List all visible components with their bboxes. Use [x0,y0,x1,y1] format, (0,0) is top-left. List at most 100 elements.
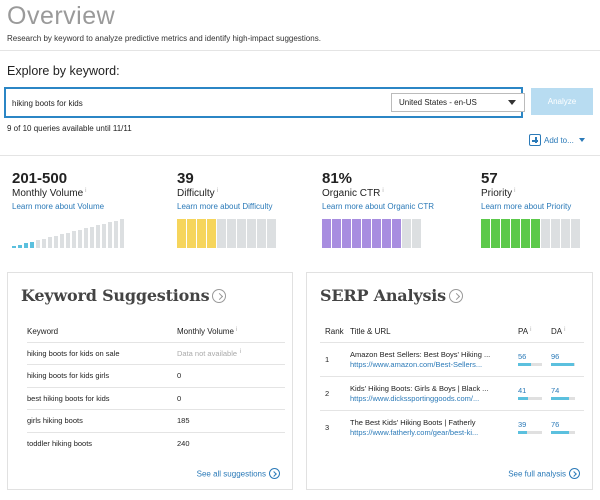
arrow-right-circle-icon[interactable] [448,288,463,303]
da-bar-fill [551,397,569,400]
da-bar [551,431,575,435]
caret-down-icon [578,138,585,142]
query-quota: 9 of 10 queries available until 11/11 [7,124,132,133]
chevron-down-icon [508,100,516,105]
gauge-segment [342,219,351,248]
serp-table: Rank Title & URL PA i DA i 1 Amazon Best Se… [320,322,584,444]
gauge-segment [521,219,530,248]
gauge-segment [382,219,391,248]
priority-bar-gauge [481,219,580,248]
volume-bar-chart [12,219,124,248]
column-header-volume: Monthly Volume i [177,322,285,343]
gauge-segment [217,219,226,248]
locale-label: United States - en-US [399,98,477,107]
learn-more-priority-link[interactable]: Learn more about Priority [481,202,572,211]
result-url[interactable]: https://www.fatherly.com/gear/best-ki... [350,428,479,438]
result-title[interactable]: Kids' Hiking Boots: Girls & Boys | Black… [350,384,489,393]
da-bar [551,397,575,400]
learn-more-difficulty-link[interactable]: Learn more about Difficulty [177,202,273,211]
volume-bar [72,231,76,248]
metric-name: Priority i [481,188,516,199]
locale-select[interactable]: United States - en-US [391,93,525,112]
gauge-segment [352,219,361,248]
volume-bar [114,220,118,248]
table-row[interactable]: hiking boots for kids on sale Data not a… [27,342,285,365]
column-header-keyword: Keyword [27,322,177,343]
volume-bar [108,222,112,248]
analyze-button[interactable]: Analyze [531,88,593,115]
add-to-button[interactable]: Add to... [529,134,585,146]
da-value: 76 [551,420,560,430]
table-row[interactable]: girls hiking boots 185 [27,409,285,433]
metric-value: 39 [177,170,194,187]
explore-label: Explore by keyword: [7,64,120,78]
gauge-segment [531,219,540,248]
difficulty-bar-gauge [177,219,276,248]
gauge-segment [267,219,276,248]
info-icon: i [85,188,87,194]
keyword-cell: hiking boots for kids girls [27,364,177,388]
pa-bar [518,397,542,400]
pa-bar-fill [518,397,528,400]
learn-more-ctr-link[interactable]: Learn more about Organic CTR [322,202,435,211]
gauge-segment [372,219,381,248]
info-icon: i [382,188,384,194]
volume-bar [48,237,52,248]
table-row[interactable]: hiking boots for kids girls 0 [27,364,285,388]
panel-title: SERP Analysis [320,286,463,305]
da-cell: 74 [551,376,584,411]
serp-row[interactable]: 3 The Best Kids' Hiking Boots | Fatherly h… [320,410,584,444]
gauge-segment [237,219,246,248]
gauge-segment [322,219,331,248]
gauge-segment [227,219,236,248]
arrow-right-circle-icon[interactable] [212,288,227,303]
result-title[interactable]: Amazon Best Sellers: Best Boys' Hiking .… [350,350,491,359]
see-full-analysis-link[interactable]: See full analysis [508,468,580,480]
volume-bar [30,241,34,248]
serp-row[interactable]: 2 Kids' Hiking Boots: Girls & Boys | Blac… [320,376,584,411]
gauge-segment [207,219,216,248]
gauge-segment [197,219,206,248]
gauge-segment [481,219,490,248]
metric-value: 57 [481,170,498,187]
keyword-cell: hiking boots for kids on sale [27,342,177,365]
arrow-right-circle-icon [269,468,280,479]
table-row[interactable]: toddler hiking boots 240 [27,432,285,455]
divider [0,155,600,156]
volume-bar [36,240,40,248]
pa-bar [518,363,542,366]
add-to-label: Add to... [544,135,574,145]
pa-value: 41 [518,386,527,395]
title-url-cell: Kids' Hiking Boots: Girls & Boys | Black… [350,376,518,411]
volume-bar [120,219,124,248]
info-icon: i [240,348,242,355]
volume-cell: 0 [177,387,285,410]
metric-name: Difficulty i [177,188,218,199]
see-all-suggestions-link[interactable]: See all suggestions [197,468,280,480]
result-title[interactable]: The Best Kids' Hiking Boots | Fatherly [350,418,476,428]
da-bar [551,363,575,366]
metric-priority: 57 Priority i Learn more about Priority [481,170,600,211]
plus-icon [529,134,541,146]
learn-more-volume-link[interactable]: Learn more about Volume [12,202,105,211]
keyword-cell: best hiking boots for kids [27,387,177,410]
gauge-segment [412,219,421,248]
rank-cell: 2 [320,376,350,411]
metric-value: 201-500 [12,170,68,187]
volume-bar [78,229,82,248]
table-row[interactable]: best hiking boots for kids 0 [27,387,285,410]
pa-cell: 41 [518,376,551,411]
gauge-segment [392,219,401,248]
pa-bar [518,431,542,435]
metric-organic-ctr: 81% Organic CTR i Learn more about Organi… [322,170,462,211]
volume-cell: Data not available i [177,342,285,365]
metric-volume: 201-500 Monthly Volume i Learn more about… [12,170,152,211]
serp-row[interactable]: 1 Amazon Best Sellers: Best Boys' Hiking … [320,342,584,377]
result-url[interactable]: https://www.amazon.com/Best-Sellers... [350,360,483,369]
gauge-segment [187,219,196,248]
volume-bar [102,223,106,248]
result-url[interactable]: https://www.dickssportinggoods.com/... [350,394,480,403]
pa-cell: 56 [518,342,551,377]
page-title: Overview [7,2,116,30]
keyword-search-input[interactable] [12,96,382,110]
